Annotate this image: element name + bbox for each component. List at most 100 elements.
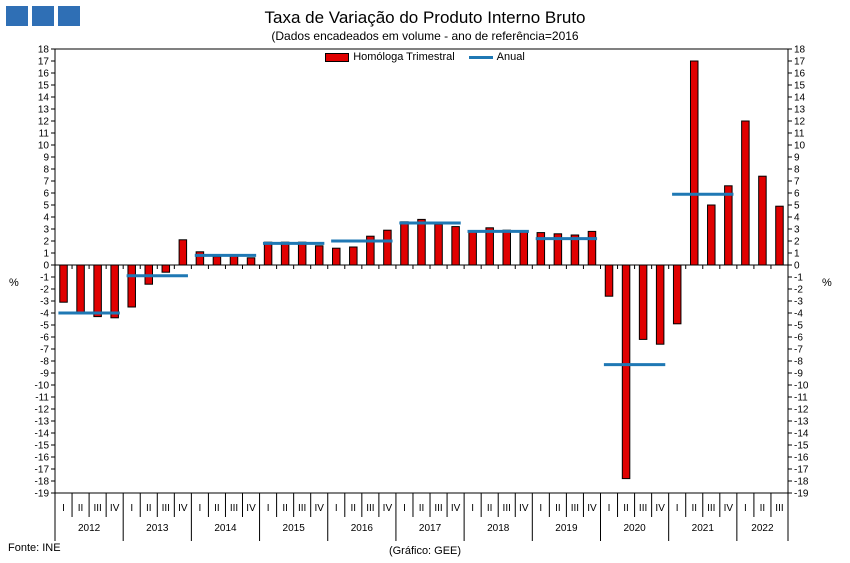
y-tick-label-left: -7 [40,345,49,356]
y-tick-label-left: 13 [38,105,50,116]
quarterly-bar [758,175,767,266]
x-tick-label-year: 2014 [214,523,237,534]
y-tick-label-right: -9 [794,369,803,380]
quarterly-bar [570,234,580,266]
x-tick-label-quarter: II [214,503,220,514]
quarterly-bar [110,264,119,319]
x-tick-label-quarter: II [282,503,288,514]
x-tick-label-quarter: IV [451,503,461,514]
quarterly-bar [672,264,682,325]
x-tick-label-quarter: III [707,503,715,514]
y-tick-label-right: 6 [794,189,800,200]
y-tick-label-left: 6 [43,189,49,200]
y-tick-label-left: 9 [43,153,49,164]
x-tick-label-year: 2020 [623,523,646,534]
x-tick-label-quarter: IV [519,503,529,514]
quarterly-bar [468,230,477,266]
x-tick-label-quarter: II [691,503,697,514]
x-tick-label-quarter: II [623,503,629,514]
x-tick-label-quarter: IV [655,503,665,514]
y-tick-label-left: 17 [38,57,50,68]
x-tick-label-quarter: I [676,503,679,514]
quarterly-bar [161,264,171,273]
y-tick-label-left: 18 [38,45,50,56]
quarterly-bar [553,233,563,266]
y-tick-label-right: -19 [794,489,809,500]
quarterly-bar [417,218,426,266]
quarterly-bar [485,227,494,266]
y-tick-label-right: -3 [794,297,803,308]
x-tick-label-quarter: III [775,503,783,514]
y-tick-label-left: -13 [35,417,50,428]
y-tick-label-right: 15 [794,81,806,92]
y-tick-label-left: -15 [35,441,50,452]
quarterly-bar [519,230,529,266]
y-tick-label-right: -5 [794,321,803,332]
y-tick-label-left: -16 [35,453,50,464]
x-tick-label-quarter: III [434,503,442,514]
quarterly-bar [263,241,273,266]
y-tick-label-right: 7 [794,177,800,188]
legend-label-quarterly: Homóloga Trimestral [353,51,455,63]
x-tick-label-quarter: II [146,503,152,514]
y-tick-label-right: 9 [794,153,800,164]
x-tick-label-year: 2017 [419,523,442,534]
logo-square [58,6,80,26]
x-tick-label-quarter: IV [110,503,120,514]
y-tick-label-right: -15 [794,441,809,452]
quarterly-bar [366,235,375,266]
y-tick-label-right: 2 [794,237,800,248]
y-tick-label-right: -12 [794,405,809,416]
y-tick-label-left: 15 [38,81,50,92]
quarterly-bar [689,60,699,266]
quarterly-bar [587,230,597,266]
quarterly-bar [741,120,750,266]
y-tick-label-left: 2 [43,237,49,248]
y-tick-label-right: 4 [794,213,800,224]
quarterly-bar [621,264,631,480]
quarterly-bar [93,264,102,318]
y-tick-label-left: 1 [43,249,49,260]
y-tick-label-left: 8 [43,165,49,176]
y-tick-label-left: 5 [43,201,49,212]
y-tick-label-left: -4 [40,309,49,320]
x-tick-label-quarter: I [608,503,611,514]
quarterly-bar [280,241,290,266]
y-tick-label-right: -8 [794,357,803,368]
y-tick-label-right: -14 [794,429,809,440]
plot-frame [54,48,789,494]
y-tick-label-left: -3 [40,297,49,308]
x-tick-label-quarter: III [503,503,511,514]
y-tick-label-left: -19 [35,489,50,500]
quarterly-bar [604,264,614,297]
quarterly-bar [638,264,648,340]
x-tick-label-quarter: I [744,503,747,514]
quarterly-bar [178,239,188,266]
y-tick-label-left: 11 [39,129,50,140]
y-tick-label-left: 3 [43,225,49,236]
x-tick-label-quarter: I [335,503,338,514]
x-tick-label-quarter: IV [587,503,597,514]
x-tick-label-quarter: II [487,503,493,514]
x-tick-label-quarter: II [555,503,561,514]
y-tick-label-left: -2 [40,285,49,296]
logo-square [6,6,28,26]
y-tick-label-right: -17 [794,465,809,476]
y-tick-label-right: -7 [794,345,803,356]
y-unit-right: % [822,277,832,289]
y-tick-label-left: 10 [38,141,50,152]
x-tick-label-quarter: I [130,503,133,514]
y-tick-label-right: -10 [794,381,809,392]
y-tick-label-left: -12 [35,405,50,416]
quarterly-bar [536,232,546,266]
x-tick-label-quarter: IV [246,503,256,514]
x-tick-label-quarter: III [230,503,238,514]
logo-square [32,6,54,26]
x-tick-label-year: 2018 [487,523,510,534]
y-tick-label-right: 1 [794,249,800,260]
quarterly-bar [195,251,205,266]
quarterly-bar [246,257,256,266]
x-tick-label-quarter: IV [178,503,188,514]
x-tick-label-quarter: I [199,503,202,514]
